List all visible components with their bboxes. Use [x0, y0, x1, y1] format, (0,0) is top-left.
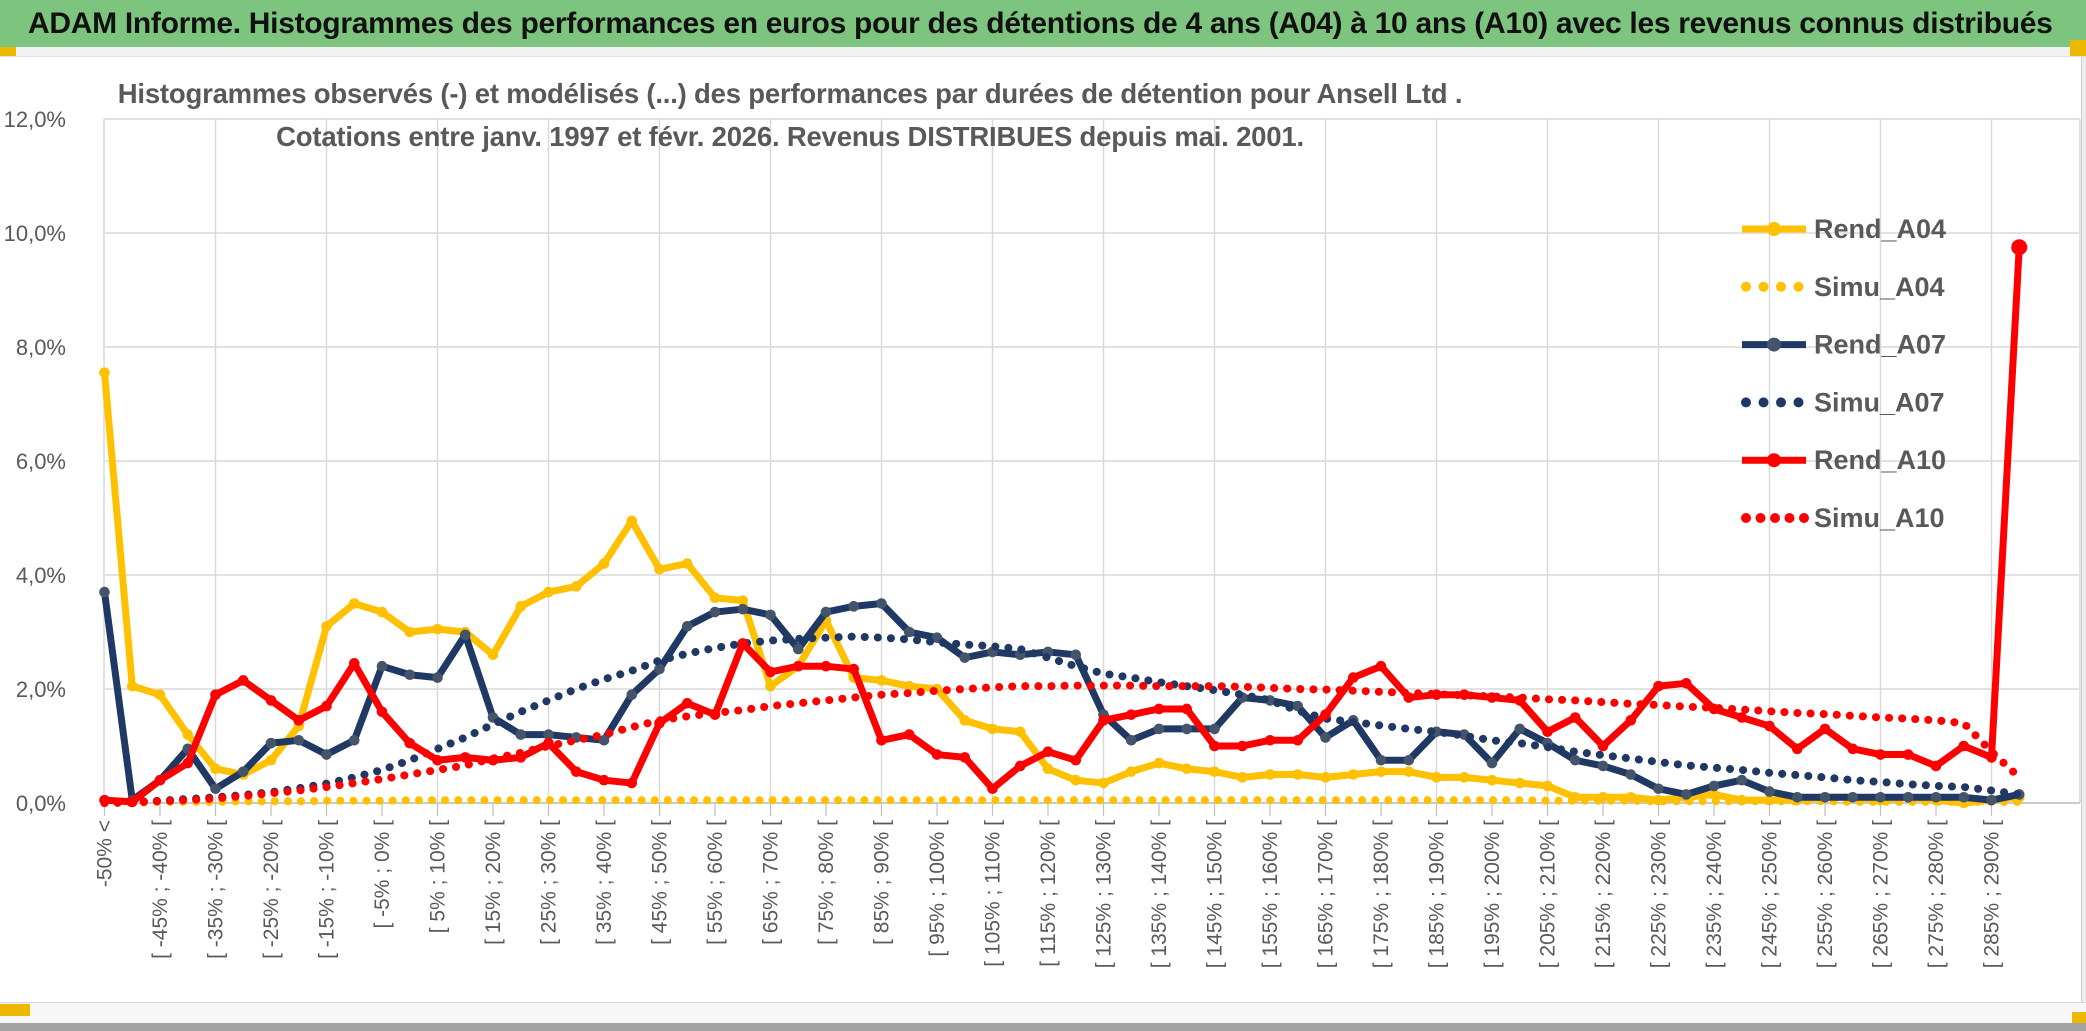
- legend-label-Simu_A10: Simu_A10: [1814, 503, 1945, 533]
- chart-title: Histogrammes observés (-) et modélisés (…: [90, 72, 1490, 158]
- x-tick-label: [ 15% ; 20% [: [482, 820, 505, 945]
- x-tick-label: [ 65% ; 70% [: [760, 820, 783, 945]
- x-tick-label: -50% <: [94, 820, 117, 887]
- legend-item-Simu_A07: Simu_A07: [1741, 387, 1945, 417]
- x-tick-label: [ 75% ; 80% [: [815, 820, 838, 945]
- y-axis-labels: 0,0% 2,0% 4,0% 6,0% 8,0% 10,0% 12,0%: [4, 107, 66, 816]
- x-tick-label: [ 215% ; 220% [: [1592, 820, 1615, 968]
- bottom-divider-strip: [0, 1002, 2086, 1024]
- x-tick-label: [ -15% ; -10% [: [316, 820, 339, 959]
- x-tick-label: [ -35% ; -30% [: [205, 820, 228, 959]
- legend-label-Simu_A04: Simu_A04: [1814, 272, 1945, 302]
- x-tick-label: [ 95% ; 100% [: [926, 820, 949, 957]
- x-tick-label: [ 125% ; 130% [: [1093, 820, 1116, 968]
- x-tick-label: [ 205% ; 210% [: [1537, 820, 1560, 968]
- legend-item-Simu_A10: Simu_A10: [1741, 503, 1945, 533]
- series-Rend_A04: [99, 367, 2025, 809]
- legend-label-Rend_A10: Rend_A10: [1814, 445, 1946, 475]
- series-Rend_A10: [99, 239, 2028, 808]
- bottom-status-bar: [0, 1023, 2086, 1031]
- chart-title-line1: Histogrammes observés (-) et modélisés (…: [117, 78, 1463, 109]
- x-tick-label: [ 105% ; 110% [: [982, 820, 1005, 967]
- series-Simu_A04: [100, 796, 2024, 807]
- accent-square-bottom-right: [2072, 1012, 2086, 1023]
- x-tick-label: [ 25% ; 30% [: [538, 820, 561, 945]
- legend-item-Rend_A07: Rend_A07: [1742, 330, 1946, 360]
- x-tick-label: [ 275% ; 280% [: [1925, 820, 1948, 968]
- series-Rend_A07: [99, 586, 2025, 806]
- y-tick-label: 10,0%: [4, 221, 66, 246]
- y-tick-label: 6,0%: [16, 449, 66, 474]
- legend-item-Rend_A04: Rend_A04: [1742, 214, 1946, 244]
- window-title-bar: ADAM Informe. Histogrammes des performan…: [0, 0, 2086, 47]
- x-tick-label: [ 255% ; 260% [: [1814, 820, 1837, 968]
- y-tick-label: 12,0%: [4, 107, 66, 132]
- x-tick-label: [ -45% ; -40% [: [149, 820, 172, 959]
- x-tick-label: [ 175% ; 180% [: [1370, 820, 1393, 968]
- x-tick-label: [ -25% ; -20% [: [260, 820, 283, 959]
- x-tick-label: [ 45% ; 50% [: [649, 820, 672, 945]
- y-tick-label: 8,0%: [16, 335, 66, 360]
- window-title: ADAM Informe. Histogrammes des performan…: [28, 6, 2053, 40]
- legend-item-Simu_A04: Simu_A04: [1741, 272, 1945, 302]
- series-Simu_A10: [100, 681, 2024, 807]
- legend: Rend_A04 Simu_A04 Rend_A07 Simu_A07 Rend_A10…: [1741, 214, 1946, 533]
- x-axis: -50% < [ -45% ; -40% [ [ -35% ; -30% [ [ -2…: [94, 802, 2080, 968]
- x-tick-label: [ 85% ; 90% [: [871, 820, 894, 945]
- legend-item-Rend_A10: Rend_A10: [1742, 445, 1946, 475]
- top-divider-strip: [0, 47, 2086, 57]
- y-tick-label: 0,0%: [16, 791, 66, 816]
- legend-label-Simu_A07: Simu_A07: [1814, 387, 1945, 417]
- y-tick-label: 4,0%: [16, 563, 66, 588]
- x-tick-label: [ 195% ; 200% [: [1481, 820, 1504, 968]
- x-tick-label: [ 135% ; 140% [: [1148, 820, 1171, 968]
- x-tick-label: [ 5% ; 10% [: [427, 820, 450, 933]
- x-tick-label: [ -5% ; 0% [: [371, 820, 394, 929]
- x-tick-label: [ 265% ; 270% [: [1870, 820, 1893, 968]
- x-tick-label: [ 225% ; 230% [: [1648, 820, 1671, 968]
- x-tick-label: [ 185% ; 190% [: [1426, 820, 1449, 968]
- x-tick-label: [ 165% ; 170% [: [1315, 820, 1338, 968]
- x-tick-label: [ 35% ; 40% [: [593, 820, 616, 945]
- legend-label-Rend_A07: Rend_A07: [1814, 330, 1946, 360]
- x-tick-label: [ 115% ; 120% [: [1037, 820, 1060, 967]
- accent-square-top-left: [0, 47, 16, 56]
- x-tick-label: [ 145% ; 150% [: [1204, 820, 1227, 968]
- window-right-edge: [2081, 56, 2086, 1002]
- y-tick-label: 2,0%: [16, 677, 66, 702]
- accent-square-top-right: [2070, 40, 2086, 56]
- x-tick-label: [ 55% ; 60% [: [704, 820, 727, 945]
- x-tick-label: [ 235% ; 240% [: [1703, 820, 1726, 968]
- legend-label-Rend_A04: Rend_A04: [1814, 214, 1946, 244]
- x-tick-label: [ 285% ; 290% [: [1981, 820, 2004, 968]
- x-tick-label: [ 155% ; 160% [: [1259, 820, 1282, 968]
- chart-title-line2: Cotations entre janv. 1997 et févr. 2026…: [276, 121, 1304, 152]
- x-tick-label: [ 245% ; 250% [: [1759, 820, 1782, 968]
- accent-square-bottom-left: [0, 1004, 30, 1016]
